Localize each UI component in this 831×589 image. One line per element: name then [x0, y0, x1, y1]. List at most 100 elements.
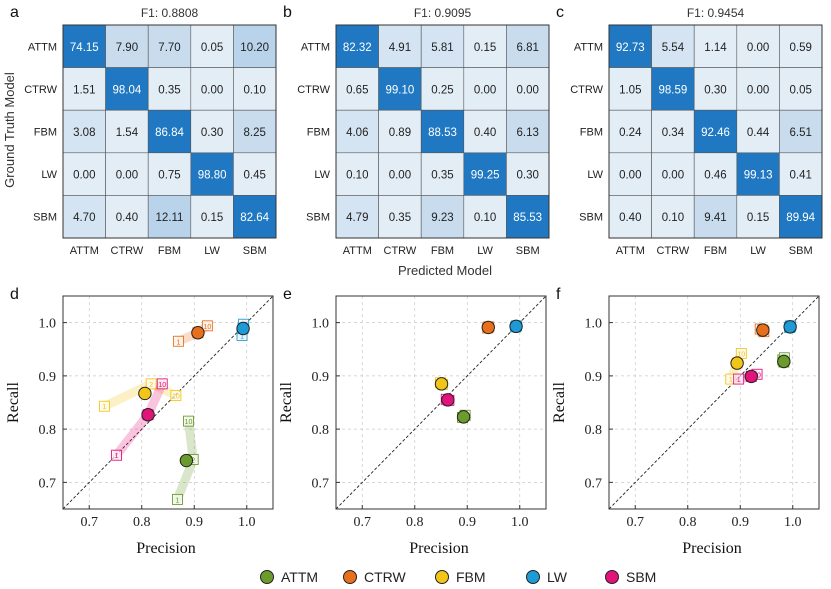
- run-marker: [733, 373, 745, 385]
- matrix-cell: [233, 67, 277, 111]
- cell-value: 86.84: [155, 127, 184, 139]
- row-tick-label: FBM: [34, 127, 57, 139]
- row-tick-label: FBM: [307, 127, 330, 139]
- run-label: 1: [177, 339, 181, 346]
- x-tick-label: 1.0: [238, 515, 256, 530]
- cell-value: 4.70: [73, 212, 95, 224]
- col-tick-label: FBM: [431, 245, 454, 257]
- cell-value: 0.46: [704, 170, 726, 182]
- matrix-frame: [62, 24, 277, 239]
- series-sbm: [440, 393, 455, 407]
- matrix-title: F1: 0.8808: [141, 6, 199, 20]
- cell-value: 0.59: [790, 42, 812, 54]
- plot-frame: [335, 295, 547, 510]
- row-tick-label: SBM: [33, 212, 57, 224]
- row-tick-label: LW: [41, 169, 57, 181]
- cell-value: 0.40: [619, 212, 641, 224]
- row-tick-label: LW: [314, 169, 330, 181]
- mean-point: [744, 369, 758, 384]
- matrix-cell: [378, 152, 422, 196]
- cell-value: 82.64: [240, 212, 269, 224]
- matrix-cell: [190, 152, 234, 196]
- legend: ATTM CTRW FBM LW SBM: [260, 569, 656, 585]
- matrix-cell: [62, 67, 106, 111]
- cell-value: 0.15: [474, 42, 496, 54]
- run-label: 10: [737, 352, 745, 359]
- matrix-cell: [651, 67, 695, 111]
- matrix-cell: [608, 24, 652, 68]
- cell-value: 1.51: [73, 84, 95, 96]
- cell-value: 0.00: [662, 170, 684, 182]
- cell-value: 0.00: [747, 84, 769, 96]
- matrix-cell: [608, 195, 652, 239]
- matrix-cell: [62, 195, 106, 239]
- mean-point: [179, 453, 194, 468]
- cell-value: 0.15: [201, 212, 223, 224]
- cell-value: 4.06: [346, 127, 368, 139]
- cell-value: 99.10: [386, 84, 415, 96]
- panel-letter: b: [283, 4, 292, 21]
- cell-value: 92.46: [701, 127, 730, 139]
- matrix-cell: [105, 24, 149, 68]
- matrix-title: F1: 0.9454: [687, 6, 745, 20]
- cell-value: 0.35: [431, 170, 453, 182]
- y-tick-label: 1.0: [39, 317, 57, 332]
- matrix-cell: [693, 109, 738, 154]
- col-tick-label: LW: [477, 245, 493, 257]
- legend-label: LW: [547, 569, 568, 585]
- matrix-cell: [105, 109, 149, 154]
- matrix-cell: [233, 152, 277, 196]
- cell-value: 8.25: [244, 127, 266, 139]
- matrix-cell: [105, 152, 149, 196]
- cell-value: 99.25: [471, 170, 500, 182]
- series-lw: [509, 319, 523, 334]
- cell-value: 0.00: [517, 84, 539, 96]
- matrix-cell: [736, 152, 780, 196]
- cell-value: 0.75: [158, 170, 180, 182]
- matrix-cell: [463, 152, 507, 196]
- cell-value: 6.51: [790, 127, 812, 139]
- confusion-matrix-a: a F1: 0.8808 74.15 7.90 7.70 0.05 10.20 ATTM 1.5…: [10, 4, 277, 257]
- mean-point: [730, 356, 744, 370]
- scatter-panel-e: e 0.7 0.8 0.9 1.0 0.7 0.8 0.9 1.0 Precision Recall: [278, 286, 547, 557]
- run-label: 2: [191, 457, 195, 464]
- cell-value: 0.00: [201, 84, 223, 96]
- matrix-cell: [147, 195, 192, 239]
- legend-marker: [605, 570, 619, 584]
- legend-marker: [260, 570, 274, 584]
- row-tick-label: ATTM: [574, 41, 603, 53]
- plot-frame: [608, 295, 820, 510]
- matrix-cell: [378, 24, 422, 68]
- y-tick-label: 0.9: [585, 370, 603, 385]
- matrix-cell: [693, 152, 738, 196]
- matrix-cell: [651, 109, 695, 154]
- cell-value: 0.65: [346, 84, 368, 96]
- cell-value: 0.00: [73, 170, 95, 182]
- cell-value: 0.10: [662, 212, 684, 224]
- cell-value: 0.24: [619, 127, 642, 139]
- cell-value: 0.00: [747, 42, 769, 54]
- confusion-ylabel: Ground Truth Model: [2, 72, 17, 188]
- legend-item-attm: ATTM: [260, 569, 318, 585]
- legend-marker: [343, 570, 357, 584]
- cell-value: 74.15: [70, 42, 99, 54]
- cell-value: 85.53: [513, 212, 542, 224]
- matrix-frame: [608, 24, 823, 239]
- cell-value: 3.08: [73, 127, 95, 139]
- cell-value: 7.70: [158, 42, 180, 54]
- mean-point: [138, 386, 152, 401]
- x-axis-label: Precision: [682, 540, 742, 557]
- series-ctrw: [481, 320, 495, 335]
- cell-value: 0.25: [431, 84, 453, 96]
- cell-value: 98.04: [113, 84, 142, 96]
- plot-frame: [62, 295, 274, 510]
- matrix-cell: [651, 152, 695, 196]
- matrix-cell: [378, 67, 422, 111]
- cell-value: 6.81: [517, 42, 539, 54]
- cell-value: 0.41: [790, 170, 812, 182]
- cell-value: 0.10: [474, 212, 496, 224]
